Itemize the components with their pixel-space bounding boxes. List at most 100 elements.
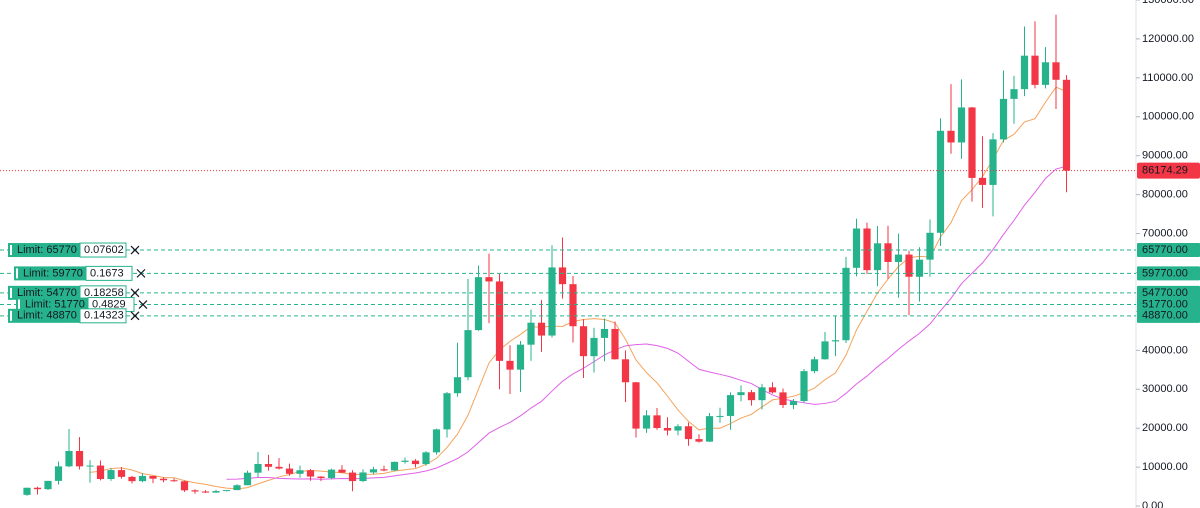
order-tag [14,266,86,281]
y-tick-label: 100000.00 [1142,111,1194,123]
candle-body [506,360,514,370]
order-type: Limit: 51770 [25,298,85,310]
order-qty: 0.4829 [92,298,126,310]
order-type: Limit: 48870 [17,310,77,322]
order-price-box [1137,243,1200,258]
order-label: Limit: 54770 0.18258 [8,285,140,301]
candle-body [936,130,945,233]
order-tag-edge [10,287,12,298]
candle-body [380,469,388,471]
candle-body [23,487,31,495]
candle-body [894,254,903,262]
moving-average [89,86,1067,490]
order-qty: 0.18258 [84,287,124,299]
candle-body [674,426,682,431]
candle-body [96,465,105,480]
order-type: Limit: 59770 [23,267,83,279]
cancel-icon[interactable] [136,268,146,278]
candle-body [191,490,199,492]
order-price-label: 48870.00 [1142,310,1188,322]
candle-body [516,344,525,370]
candle-body [642,415,651,429]
cancel-icon[interactable] [130,245,140,255]
candle-body [201,491,210,493]
order-tag-edge [10,245,12,256]
candle-body [810,359,819,372]
candle-body [159,478,168,481]
cancel-icon[interactable] [130,311,140,321]
candle-body [548,267,556,336]
cancel-icon[interactable] [138,300,148,309]
order-price-label: 54770.00 [1142,287,1188,299]
cancel-icon[interactable] [130,288,140,298]
candle-body [758,387,766,401]
candle-body [180,481,189,491]
candle-body [579,326,588,357]
candle-body [138,475,147,482]
candle-body [821,341,829,360]
candle-body [254,464,262,473]
order-qty: 0.1673 [90,267,124,279]
candle-body [275,466,283,469]
candle-body [716,415,724,417]
candle-body [779,392,787,406]
candle-body [222,490,231,492]
candle-body [411,460,420,465]
candle-body [306,470,315,477]
candle-body [852,228,861,268]
y-tick-label: 40000.00 [1142,344,1188,356]
candle-body [999,98,1008,140]
candle-body [117,470,126,477]
candle-body [359,472,367,482]
candle-body [600,328,609,338]
candle-body [663,428,672,431]
order-price-label: 51770.00 [1142,298,1188,310]
order-label: Limit: 51770 0.4829 [16,297,148,313]
y-tick-label: 90000.00 [1142,150,1188,162]
candle-body [569,284,577,327]
order-qty-box [79,242,127,258]
candle-body [747,392,756,401]
y-tick-label: 0.00 [1142,500,1163,508]
candle-body [653,415,661,429]
order-label: Limit: 65770 0.07602 [8,242,140,258]
candle-body [401,460,409,462]
order-tag-edge [10,310,12,321]
candle-body [915,259,924,277]
candle-body [317,476,325,479]
candle-body [264,464,273,467]
candle-body [128,476,136,482]
candle-body [296,470,304,474]
candle-body [170,480,178,482]
order-price-box [1137,266,1200,281]
candle-body [621,359,630,383]
candle-body [54,466,63,481]
candle-body [705,416,714,442]
candle-body [831,340,840,342]
candle-body [212,491,220,493]
candle-body [33,487,42,490]
candle-body [233,485,241,491]
y-tick-label: 110000.00 [1142,72,1193,84]
candle-body [485,277,493,282]
order-price-label: 65770.00 [1142,244,1188,256]
y-tick-label: 30000.00 [1142,383,1188,395]
order-type: Limit: 65770 [17,244,77,256]
candle-body [86,465,94,467]
candle-body [107,470,115,480]
order-tag [8,285,80,300]
candle-body [527,322,535,345]
candle-body [390,461,399,471]
order-qty-box [79,308,127,324]
candle-body [495,281,504,361]
candle-body [873,243,882,271]
y-tick-label: 120000.00 [1142,33,1194,45]
candle-body [590,337,598,357]
order-tag [8,243,80,258]
y-tick-label: 80000.00 [1142,189,1188,201]
candle-body [65,450,73,467]
candle-body [44,480,52,490]
candle-body [1062,79,1071,171]
candle-body [726,395,735,416]
